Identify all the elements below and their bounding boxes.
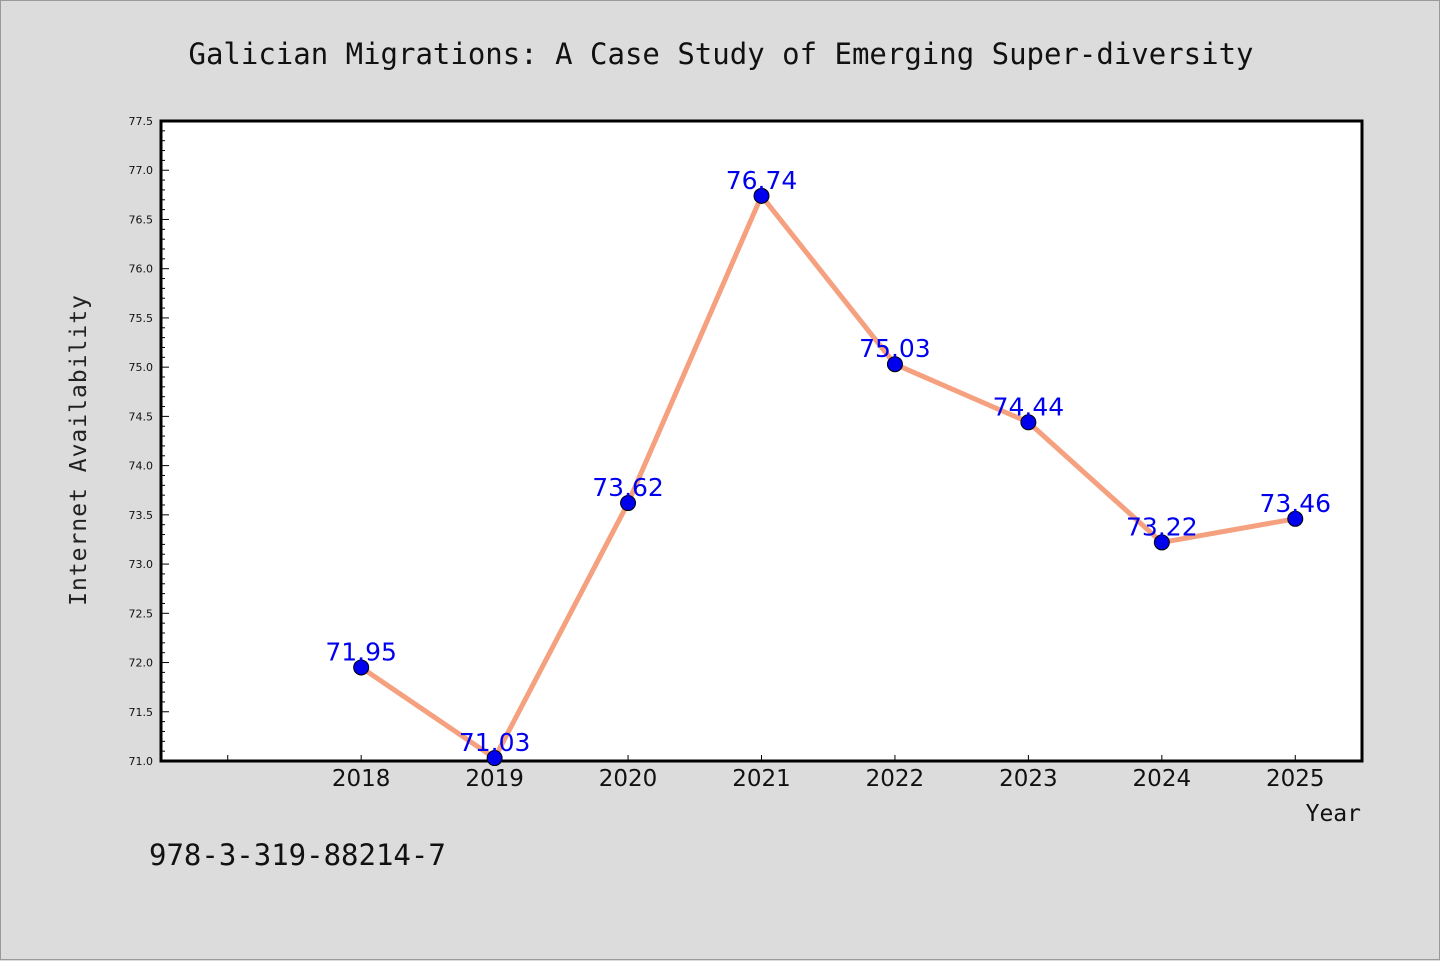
series-layer: 71.95 71.03 73.62 76.74 75.03 74.44 73.22 73.46 bbox=[325, 166, 1331, 767]
y-tick-label: 72.5 bbox=[129, 607, 154, 620]
data-point bbox=[486, 750, 503, 767]
data-point bbox=[620, 495, 637, 512]
data-label: 73.62 bbox=[592, 473, 664, 502]
isbn-label: 978-3-319-88214-7 bbox=[149, 838, 446, 872]
x-tick-label: 2019 bbox=[465, 766, 524, 792]
series-line bbox=[359, 193, 1296, 761]
x-axis: 2018 2019 2020 2021 2022 2023 2024 2025 bbox=[227, 755, 1325, 792]
data-label: 74.44 bbox=[993, 392, 1065, 421]
data-label: 75.03 bbox=[859, 334, 931, 363]
y-tick-label: 77.5 bbox=[129, 115, 154, 128]
y-axis: 71.0 71.5 72.0 72.5 73.0 73.5 74.0 74.5 75.0 75.5… bbox=[129, 115, 169, 768]
y-tick-label: 74.0 bbox=[129, 460, 154, 473]
data-point bbox=[1287, 510, 1304, 527]
data-point bbox=[753, 187, 770, 204]
data-label: 73.46 bbox=[1259, 489, 1331, 518]
y-tick-label: 76.5 bbox=[129, 213, 154, 226]
data-label: 71.03 bbox=[459, 728, 531, 757]
chart-title: Galician Migrations: A Case Study of Eme… bbox=[188, 37, 1253, 71]
y-tick-label: 71.5 bbox=[129, 706, 154, 719]
y-tick-label: 71.0 bbox=[129, 755, 154, 768]
x-tick-label: 2024 bbox=[1133, 766, 1192, 792]
x-tick-label: 2018 bbox=[332, 766, 391, 792]
x-tick-label: 2020 bbox=[599, 766, 658, 792]
y-tick-label: 74.5 bbox=[129, 410, 154, 423]
plot-area bbox=[159, 119, 1364, 763]
y-tick-label: 72.0 bbox=[129, 657, 154, 670]
x-axis-label: Year bbox=[1306, 801, 1361, 827]
x-tick-label: 2025 bbox=[1266, 766, 1325, 792]
data-point bbox=[886, 356, 903, 373]
data-point bbox=[353, 659, 370, 676]
y-tick-label: 75.0 bbox=[129, 361, 154, 374]
data-label: 71.95 bbox=[325, 637, 397, 666]
data-point bbox=[1020, 414, 1037, 431]
x-tick-label: 2022 bbox=[866, 766, 925, 792]
y-tick-label: 75.5 bbox=[129, 312, 154, 325]
x-tick-label: 2021 bbox=[732, 766, 791, 792]
y-axis-label: Internet Availability bbox=[66, 294, 92, 606]
x-tick-label: 2023 bbox=[999, 766, 1058, 792]
data-label: 73.22 bbox=[1126, 512, 1198, 541]
y-tick-label: 73.5 bbox=[129, 509, 154, 522]
data-label: 76.74 bbox=[726, 166, 798, 195]
data-point bbox=[1153, 534, 1170, 551]
y-tick-label: 73.0 bbox=[129, 558, 154, 571]
y-tick-label: 77.0 bbox=[129, 164, 154, 177]
y-tick-label: 76.0 bbox=[129, 263, 154, 276]
